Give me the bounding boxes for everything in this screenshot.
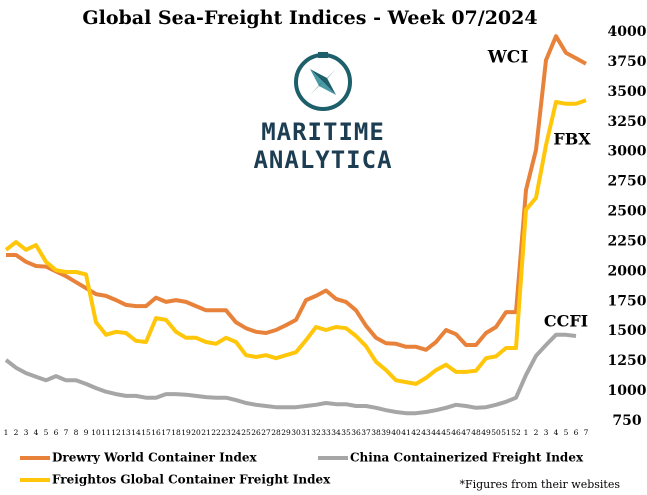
y-tick-label: 3250 [608, 114, 647, 130]
x-tick-label: 25 [241, 428, 251, 437]
x-tick-label: 10 [91, 428, 101, 437]
x-tick-label: 9 [84, 428, 89, 437]
y-tick-label: 2000 [608, 263, 647, 279]
legend-label: Drewry World Container Index [52, 451, 257, 465]
x-tick-label: 48 [471, 428, 481, 437]
logo-text: MARITIME [261, 118, 385, 146]
x-tick-label: 5 [44, 428, 49, 437]
x-tick-label: 3 [24, 428, 29, 437]
x-tick-label: 8 [74, 428, 79, 437]
x-tick-label: 28 [271, 428, 281, 437]
x-tick-label: 29 [281, 428, 291, 437]
x-tick-label: 23 [221, 428, 231, 437]
x-tick-label: 52 [511, 428, 521, 437]
x-tick-label: 26 [251, 428, 261, 437]
y-tick-label: 2750 [608, 174, 647, 190]
logo-needle [310, 69, 336, 95]
y-tick-label: 1500 [608, 323, 647, 339]
x-tick-label: 6 [574, 428, 579, 437]
legend-label: China Containerized Freight Index [350, 451, 584, 465]
logo-text: ANALYTICA [253, 146, 392, 174]
logo [294, 52, 352, 111]
x-tick-label: 12 [111, 428, 121, 437]
y-tick-label: 2250 [608, 233, 647, 249]
x-tick-label: 1 [4, 428, 9, 437]
series-annotation: FBX [553, 130, 591, 149]
x-tick-label: 39 [381, 428, 391, 437]
x-tick-label: 7 [584, 428, 589, 437]
y-tick-label: 1250 [608, 353, 647, 369]
x-tick-label: 3 [544, 428, 549, 437]
y-tick-label: 2500 [608, 204, 647, 220]
footnote: *Figures from their websites [459, 478, 620, 491]
x-tick-label: 18 [171, 428, 181, 437]
x-tick-label: 51 [501, 428, 511, 437]
y-tick-label: 1750 [608, 293, 647, 309]
y-tick-label: 750 [612, 413, 641, 429]
x-tick-label: 7 [64, 428, 69, 437]
x-tick-label: 14 [131, 428, 141, 437]
x-tick-label: 46 [451, 428, 461, 437]
x-tick-label: 47 [461, 428, 471, 437]
x-tick-label: 32 [311, 428, 321, 437]
x-tick-label: 44 [431, 428, 441, 437]
x-tick-label: 43 [421, 428, 431, 437]
x-tick-label: 1 [524, 428, 529, 437]
x-tick-label: 30 [291, 428, 301, 437]
series-line [6, 34, 587, 352]
x-tick-label: 45 [441, 428, 451, 437]
y-tick-label: 3000 [608, 144, 647, 160]
series-annotation: CCFI [544, 312, 588, 331]
x-tick-label: 11 [101, 428, 111, 437]
x-tick-label: 19 [181, 428, 191, 437]
x-tick-label: 4 [34, 428, 39, 437]
x-tick-label: 16 [151, 428, 161, 437]
legend-label: Freightos Global Container Freight Index [52, 473, 331, 487]
x-tick-label: 34 [331, 428, 341, 437]
x-tick-label: 35 [341, 428, 351, 437]
x-tick-label: 13 [121, 428, 131, 437]
x-tick-label: 40 [391, 428, 401, 437]
x-tick-label: 37 [361, 428, 371, 437]
series-line [4, 98, 587, 386]
series-line [4, 332, 577, 416]
x-tick-label: 24 [231, 428, 241, 437]
x-tick-label: 22 [211, 428, 221, 437]
x-tick-label: 36 [351, 428, 361, 437]
x-tick-label: 33 [321, 428, 331, 437]
y-tick-label: 3500 [608, 84, 647, 100]
x-tick-label: 6 [54, 428, 59, 437]
y-tick-label: 4000 [608, 24, 647, 40]
x-tick-label: 5 [564, 428, 569, 437]
x-tick-label: 41 [401, 428, 411, 437]
x-tick-label: 2 [534, 428, 539, 437]
x-tick-label: 21 [201, 428, 211, 437]
y-tick-label: 3750 [608, 54, 647, 70]
logo-crown [318, 52, 328, 58]
x-tick-label: 17 [161, 428, 171, 437]
x-tick-label: 15 [141, 428, 151, 437]
x-tick-label: 20 [191, 428, 201, 437]
x-tick-label: 27 [261, 428, 271, 437]
x-tick-label: 2 [14, 428, 19, 437]
x-tick-label: 4 [554, 428, 559, 437]
x-tick-label: 38 [371, 428, 381, 437]
x-tick-label: 50 [491, 428, 501, 437]
y-tick-label: 1000 [608, 383, 647, 399]
x-tick-label: 31 [301, 428, 311, 437]
chart-title: Global Sea-Freight Indices - Week 07/202… [82, 7, 537, 29]
series-annotation: WCI [487, 48, 529, 68]
x-tick-label: 42 [411, 428, 421, 437]
x-tick-label: 49 [481, 428, 491, 437]
